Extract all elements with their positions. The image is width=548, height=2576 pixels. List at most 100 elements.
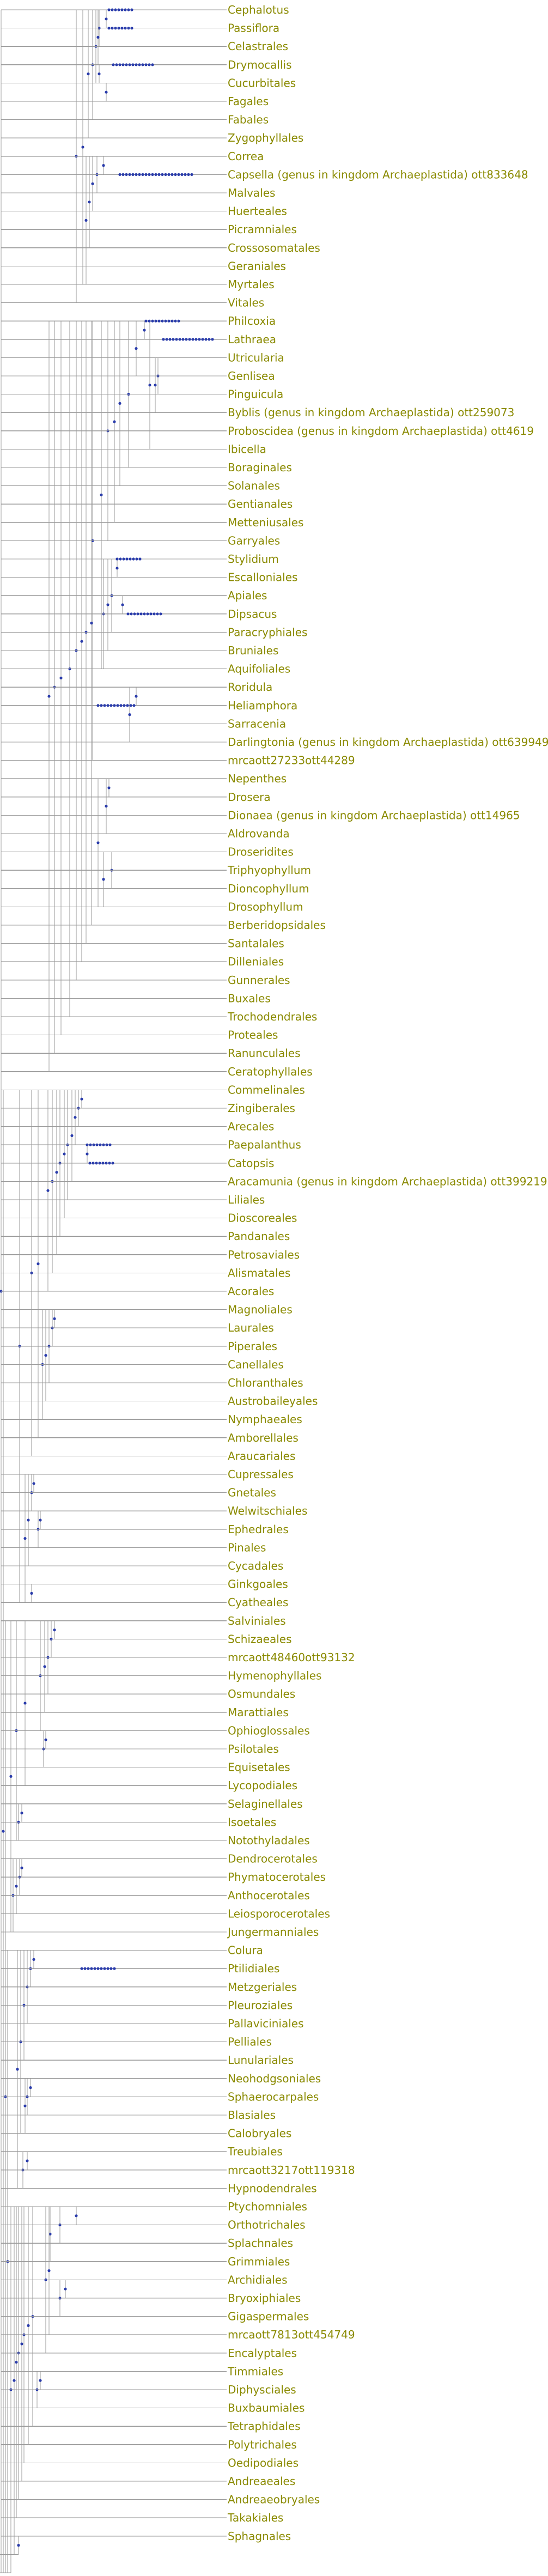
taxon-label[interactable]: mrcaott27233ott44289 bbox=[228, 754, 355, 767]
taxon-label[interactable]: Picramniales bbox=[228, 223, 297, 236]
taxon-label[interactable]: Dendrocerotales bbox=[228, 1852, 318, 1866]
taxon-label[interactable]: mrcaott3217ott119318 bbox=[228, 2164, 355, 2177]
taxon-label[interactable]: Aldrovanda bbox=[228, 827, 290, 840]
taxon-label[interactable]: Philcoxia bbox=[228, 314, 276, 327]
taxon-label[interactable]: Trochodendrales bbox=[227, 1010, 317, 1023]
taxon-label[interactable]: Marattiales bbox=[228, 1706, 289, 1719]
taxon-label[interactable]: Cucurbitales bbox=[228, 76, 296, 89]
taxon-label[interactable]: Ptychomniales bbox=[228, 2200, 307, 2213]
taxon-label[interactable]: Treubiales bbox=[227, 2145, 283, 2158]
taxon-label[interactable]: Canellales bbox=[228, 1358, 284, 1371]
taxon-label[interactable]: Cycadales bbox=[228, 1559, 283, 1572]
taxon-label[interactable]: Geraniales bbox=[228, 259, 286, 272]
taxon-label[interactable]: Amborellales bbox=[228, 1431, 299, 1444]
taxon-label[interactable]: Byblis (genus in kingdom Archaeplastida)… bbox=[228, 406, 514, 419]
taxon-label[interactable]: Aquifoliales bbox=[228, 663, 290, 676]
taxon-label[interactable]: Salviniales bbox=[228, 1614, 286, 1627]
taxon-label[interactable]: Magnoliales bbox=[228, 1303, 293, 1316]
taxon-label[interactable]: Santalales bbox=[228, 937, 284, 950]
taxon-label[interactable]: Schizaeales bbox=[228, 1632, 292, 1645]
taxon-label[interactable]: Sarracenia bbox=[228, 717, 286, 730]
taxon-label[interactable]: Proteales bbox=[228, 1029, 278, 1042]
taxon-label[interactable]: Proboscidea (genus in kingdom Archaeplas… bbox=[228, 424, 534, 438]
taxon-label[interactable]: Sphaerocarpales bbox=[228, 2090, 319, 2103]
taxon-label[interactable]: Malvales bbox=[228, 186, 275, 199]
taxon-label[interactable]: Dionaea (genus in kingdom Archaeplastida… bbox=[228, 809, 520, 822]
taxon-label[interactable]: Paepalanthus bbox=[228, 1138, 301, 1151]
taxon-label[interactable]: Pleuroziales bbox=[228, 1998, 293, 2012]
taxon-label[interactable]: Buxales bbox=[228, 992, 271, 1005]
taxon-label[interactable]: Neohodgsoniales bbox=[228, 2072, 321, 2085]
taxon-label[interactable]: Lathraea bbox=[228, 333, 276, 346]
taxon-label[interactable]: Dilleniales bbox=[228, 955, 284, 968]
taxon-label[interactable]: Genlisea bbox=[228, 369, 275, 382]
taxon-label[interactable]: Pandanales bbox=[228, 1230, 290, 1243]
taxon-label[interactable]: Myrtales bbox=[228, 278, 275, 291]
taxon-label[interactable]: Ginkgoales bbox=[228, 1578, 288, 1591]
taxon-label[interactable]: Cyatheales bbox=[228, 1596, 288, 1609]
taxon-label[interactable]: Garryales bbox=[228, 534, 280, 547]
taxon-label[interactable]: Laurales bbox=[228, 1321, 274, 1334]
taxon-label[interactable]: Heliamphora bbox=[228, 699, 297, 712]
taxon-label[interactable]: Zygophyllales bbox=[228, 131, 303, 144]
taxon-label[interactable]: Chloranthales bbox=[228, 1376, 303, 1389]
taxon-label[interactable]: Pallaviciniales bbox=[228, 2017, 304, 2030]
taxon-label[interactable]: Capsella (genus in kingdom Archaeplastid… bbox=[228, 168, 528, 181]
taxon-label[interactable]: Liliales bbox=[228, 1193, 265, 1206]
taxon-label[interactable]: Blasiales bbox=[228, 2109, 276, 2122]
taxon-label[interactable]: Timmiales bbox=[227, 2365, 283, 2378]
taxon-label[interactable]: Archidiales bbox=[228, 2273, 287, 2286]
taxon-label[interactable]: Tetraphidales bbox=[227, 2420, 301, 2433]
taxon-label[interactable]: Celastrales bbox=[228, 40, 288, 53]
taxon-label[interactable]: Gunnerales bbox=[228, 974, 290, 987]
taxon-label[interactable]: Boraginales bbox=[228, 461, 292, 474]
taxon-label[interactable]: Lycopodiales bbox=[228, 1779, 297, 1792]
taxon-label[interactable]: Fabales bbox=[228, 113, 269, 126]
taxon-label[interactable]: Catopsis bbox=[228, 1157, 274, 1170]
taxon-label[interactable]: Ibicella bbox=[228, 442, 266, 455]
taxon-label[interactable]: Petrosaviales bbox=[228, 1248, 300, 1261]
taxon-label[interactable]: Passiflora bbox=[228, 22, 279, 35]
taxon-label[interactable]: Pelliales bbox=[228, 2036, 272, 2049]
taxon-label[interactable]: Vitales bbox=[228, 296, 264, 309]
taxon-label[interactable]: Nepenthes bbox=[228, 772, 287, 785]
taxon-label[interactable]: Cephalotus bbox=[228, 3, 289, 16]
taxon-label[interactable]: Isoetales bbox=[228, 1815, 276, 1828]
taxon-label[interactable]: Buxbaumiales bbox=[228, 2402, 305, 2415]
taxon-label[interactable]: Gnetales bbox=[228, 1486, 276, 1499]
taxon-label[interactable]: Ceratophyllales bbox=[228, 1065, 313, 1078]
taxon-label[interactable]: Pinguicula bbox=[228, 388, 283, 401]
taxon-label[interactable]: Anthocerotales bbox=[228, 1889, 310, 1902]
taxon-label[interactable]: Paracryphiales bbox=[228, 625, 307, 639]
taxon-label[interactable]: Crossosomatales bbox=[228, 241, 320, 254]
taxon-label[interactable]: Apiales bbox=[228, 589, 267, 602]
taxon-label[interactable]: Commelinales bbox=[228, 1083, 305, 1096]
taxon-label[interactable]: Drosera bbox=[228, 791, 271, 804]
taxon-label[interactable]: Splachnales bbox=[228, 2237, 293, 2250]
taxon-label[interactable]: Calobryales bbox=[228, 2127, 291, 2140]
taxon-label[interactable]: Selaginellales bbox=[228, 1797, 303, 1811]
taxon-label[interactable]: Hypnodendrales bbox=[228, 2182, 317, 2195]
taxon-label[interactable]: Fagales bbox=[228, 95, 269, 108]
taxon-label[interactable]: Metteniusales bbox=[228, 516, 303, 529]
taxon-label[interactable]: Arecales bbox=[228, 1120, 274, 1133]
taxon-label[interactable]: Polytrichales bbox=[228, 2438, 297, 2451]
taxon-label[interactable]: Berberidopsidales bbox=[228, 919, 326, 932]
taxon-label[interactable]: Araucariales bbox=[228, 1449, 295, 1462]
taxon-label[interactable]: Osmundales bbox=[228, 1687, 295, 1700]
taxon-label[interactable]: Piperales bbox=[228, 1340, 277, 1353]
taxon-label[interactable]: Cupressales bbox=[228, 1468, 294, 1481]
taxon-label[interactable]: Colura bbox=[228, 1944, 263, 1957]
taxon-label[interactable]: Leiosporocerotales bbox=[228, 1907, 330, 1920]
taxon-label[interactable]: Ranunculales bbox=[228, 1047, 301, 1060]
taxon-label[interactable]: Zingiberales bbox=[228, 1102, 295, 1115]
taxon-label[interactable]: Drymocallis bbox=[228, 58, 292, 71]
taxon-label[interactable]: Gentianales bbox=[228, 497, 293, 511]
taxon-label[interactable]: Ophioglossales bbox=[228, 1724, 310, 1737]
taxon-label[interactable]: Lunulariales bbox=[228, 2053, 294, 2067]
taxon-label[interactable]: Hymenophyllales bbox=[228, 1669, 321, 1682]
taxon-label[interactable]: Huerteales bbox=[228, 205, 287, 218]
taxon-label[interactable]: mrcaott48460ott93132 bbox=[228, 1651, 355, 1664]
taxon-label[interactable]: Dioscoreales bbox=[228, 1212, 297, 1225]
taxon-label[interactable]: Aracamunia (genus in kingdom Archaeplast… bbox=[228, 1175, 548, 1188]
